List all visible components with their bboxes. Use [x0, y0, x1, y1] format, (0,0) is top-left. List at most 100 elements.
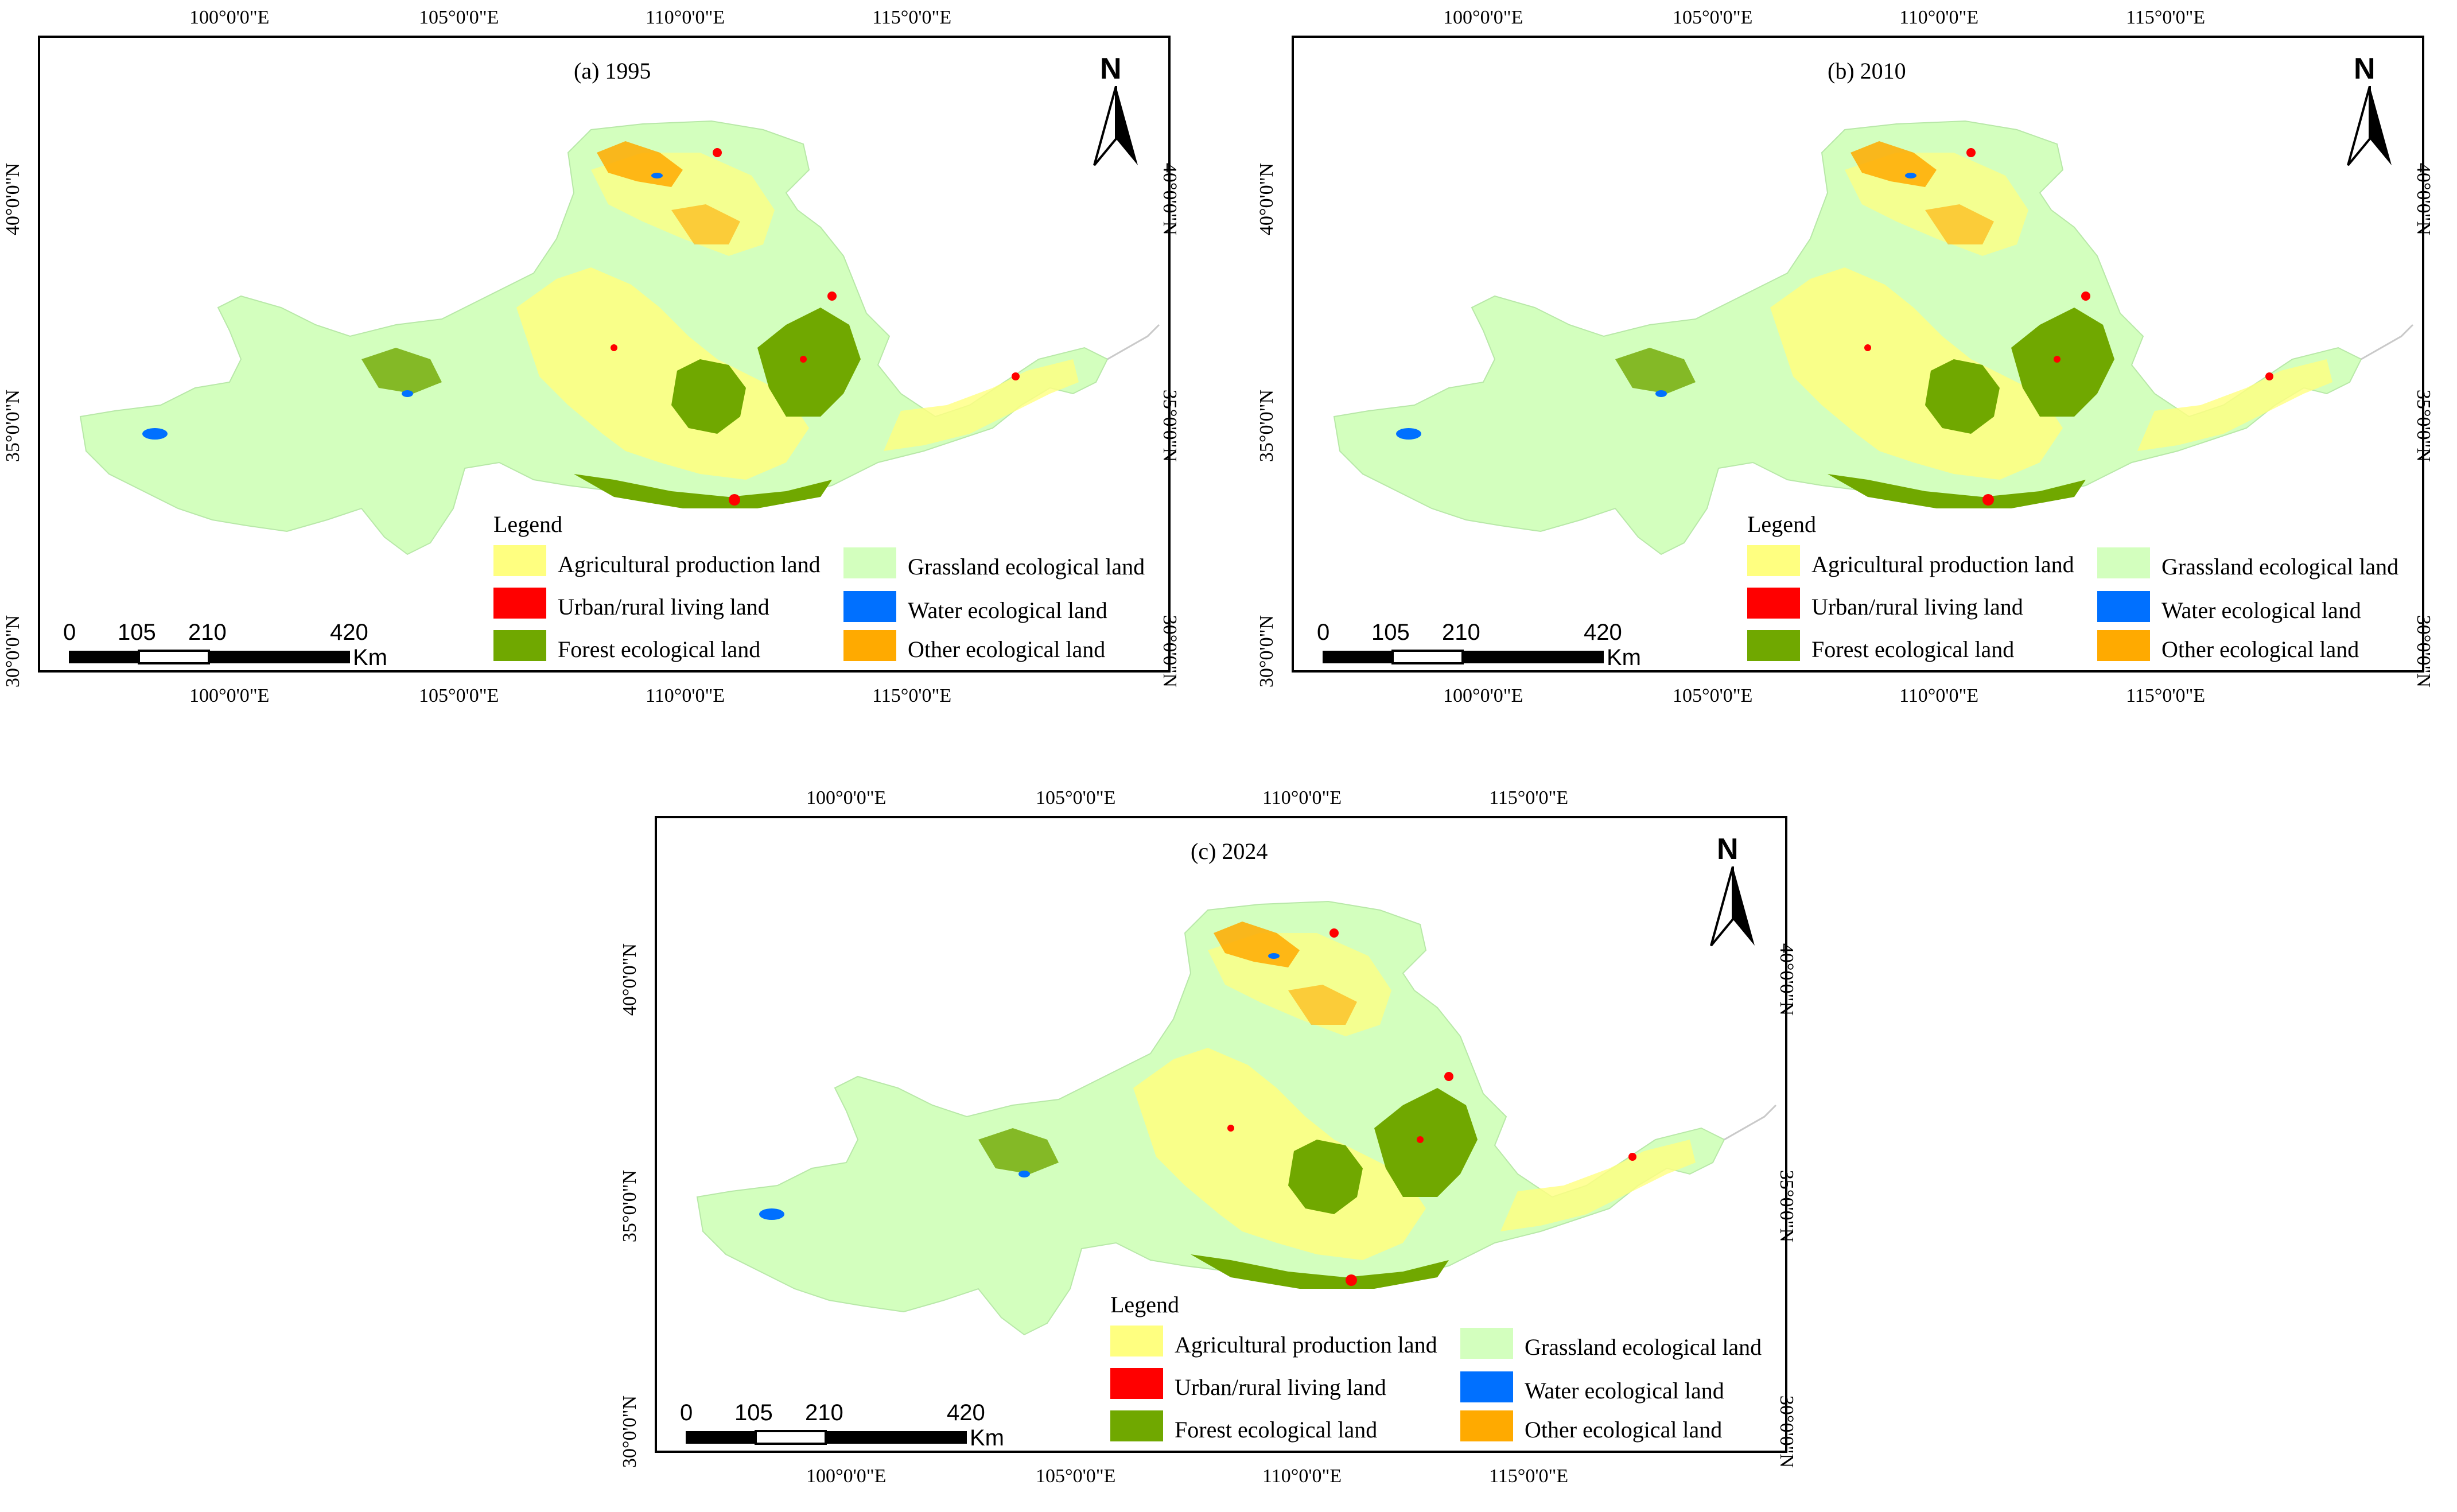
lat-label-left: 35°0'0"N — [1256, 389, 1278, 462]
north-arrow: N — [1704, 832, 1762, 947]
legend-swatch — [493, 545, 546, 576]
scale-tick-label: 0 — [680, 1400, 693, 1425]
scale-tick-label: 420 — [1584, 620, 1622, 645]
river-line — [2361, 324, 2414, 360]
legend-title: Legend — [493, 511, 562, 537]
agricultural-region — [2137, 359, 2332, 451]
forest-region — [1374, 1088, 1478, 1197]
lon-label-top: 100°0'0"E — [1443, 7, 1523, 28]
lon-label-top: 115°0'0"E — [2126, 7, 2206, 28]
legend-label: Grassland ecological land — [1525, 1334, 1762, 1360]
legend-swatch — [1460, 1371, 1513, 1402]
urban-spot — [729, 494, 740, 506]
legend-label: Other ecological land — [908, 636, 1106, 662]
urban-spot — [1346, 1274, 1357, 1286]
panel-title: (c) 2024 — [1191, 838, 1268, 864]
lat-label-left: 35°0'0"N — [2, 389, 24, 462]
north-letter: N — [2354, 52, 2376, 85]
legend-label: Forest ecological land — [1811, 636, 2015, 662]
scale-bar: 0 105 210 420 Km — [680, 1400, 1024, 1452]
scale-tick-label: 0 — [63, 620, 76, 645]
legend-label: Water ecological land — [2161, 597, 2361, 623]
forest-region — [361, 348, 442, 394]
lat-label-right: 40°0'0"N — [1159, 162, 1181, 236]
lon-label-top: 105°0'0"E — [1673, 7, 1753, 28]
panel-title: (b) 2010 — [1828, 58, 1906, 84]
legend-title: Legend — [1110, 1292, 1179, 1317]
lat-label-right: 30°0'0"N — [1776, 1395, 1798, 1468]
legend-label: Agricultural production land — [558, 551, 821, 577]
water-body — [1905, 173, 1916, 178]
legend-label: Grassland ecological land — [2161, 554, 2399, 580]
legend-swatch — [1747, 545, 1800, 576]
lon-label-bottom: 105°0'0"E — [419, 685, 499, 706]
scale-tick-label: 210 — [188, 620, 227, 645]
river-line — [1107, 324, 1160, 360]
lon-label-bottom: 100°0'0"E — [1443, 685, 1523, 706]
scale-bar-graphic — [686, 1430, 967, 1445]
legend-swatch — [843, 591, 896, 622]
scale-tick-label: 420 — [330, 620, 368, 645]
lat-label-left: 35°0'0"N — [619, 1169, 641, 1243]
legend-label: Other ecological land — [2161, 636, 2359, 662]
map-frame — [655, 816, 1787, 1453]
scale-unit: Km — [353, 645, 387, 670]
forest-region — [2011, 308, 2114, 417]
forest-region — [978, 1128, 1059, 1174]
lat-label-left: 30°0'0"N — [619, 1395, 641, 1468]
scale-unit: Km — [1607, 645, 1641, 670]
urban-spot — [1628, 1153, 1636, 1161]
lon-label-top: 100°0'0"E — [189, 7, 270, 28]
north-letter: N — [1717, 833, 1739, 866]
forest-region — [1925, 359, 2000, 434]
lon-label-bottom: 110°0'0"E — [646, 685, 725, 706]
legend-title: Legend — [1747, 511, 1816, 537]
north-arrow-icon — [2347, 86, 2392, 166]
scale-bar-graphic — [69, 650, 350, 664]
forest-region — [757, 308, 861, 417]
lat-label-right: 35°0'0"N — [1776, 1169, 1798, 1243]
scale-tick-label: 0 — [1317, 620, 1330, 645]
lon-label-bottom: 105°0'0"E — [1673, 685, 1753, 706]
urban-spot — [1012, 372, 1020, 380]
legend-label: Forest ecological land — [1175, 1417, 1378, 1443]
legend-swatch — [1110, 1326, 1163, 1356]
land-use-map — [1333, 120, 2414, 555]
forest-region — [1191, 1254, 1449, 1289]
water-body — [651, 173, 663, 178]
scale-tick-label: 105 — [1371, 620, 1410, 645]
water-body — [402, 390, 413, 397]
north-arrow-icon — [1093, 86, 1138, 166]
legend-label: Water ecological land — [908, 597, 1107, 623]
north-letter: N — [1100, 52, 1122, 85]
legend-swatch — [493, 588, 546, 619]
scale-tick-label: 420 — [947, 1400, 985, 1425]
forest-region — [1288, 1140, 1363, 1214]
scale-tick-label: 210 — [805, 1400, 843, 1425]
north-arrow: N — [2341, 52, 2398, 166]
map-panel-2024: 100°0'0"E 105°0'0"E 110°0'0"E 115°0'0"E — [617, 780, 1822, 1509]
lat-label-left: 30°0'0"N — [1256, 615, 1278, 688]
legend-swatch — [2097, 591, 2150, 622]
lon-label-top: 110°0'0"E — [1899, 7, 1979, 28]
legend-label: Grassland ecological land — [908, 554, 1145, 580]
forest-region — [574, 474, 832, 508]
legend: Legend Agricultural production land Urba… — [1102, 1291, 1785, 1452]
legend-label: Agricultural production land — [1175, 1332, 1437, 1358]
lon-label-top: 115°0'0"E — [1489, 787, 1569, 809]
legend-label: Urban/rural living land — [558, 594, 769, 620]
legend-swatch — [1747, 630, 1800, 661]
river-line — [1724, 1104, 1777, 1141]
agricultural-region — [516, 267, 809, 480]
lat-label-right: 35°0'0"N — [2413, 389, 2435, 462]
water-body — [142, 428, 168, 440]
scale-bar-graphic — [1323, 650, 1604, 664]
lat-label-right: 40°0'0"N — [2413, 162, 2435, 236]
legend-swatch — [2097, 630, 2150, 661]
lat-label-right: 35°0'0"N — [1159, 389, 1181, 462]
lat-label-right: 40°0'0"N — [1776, 943, 1798, 1016]
agricultural-region — [884, 359, 1079, 451]
north-arrow-icon — [1710, 866, 1755, 947]
agricultural-region — [1133, 1048, 1426, 1260]
legend-swatch — [2097, 547, 2150, 578]
